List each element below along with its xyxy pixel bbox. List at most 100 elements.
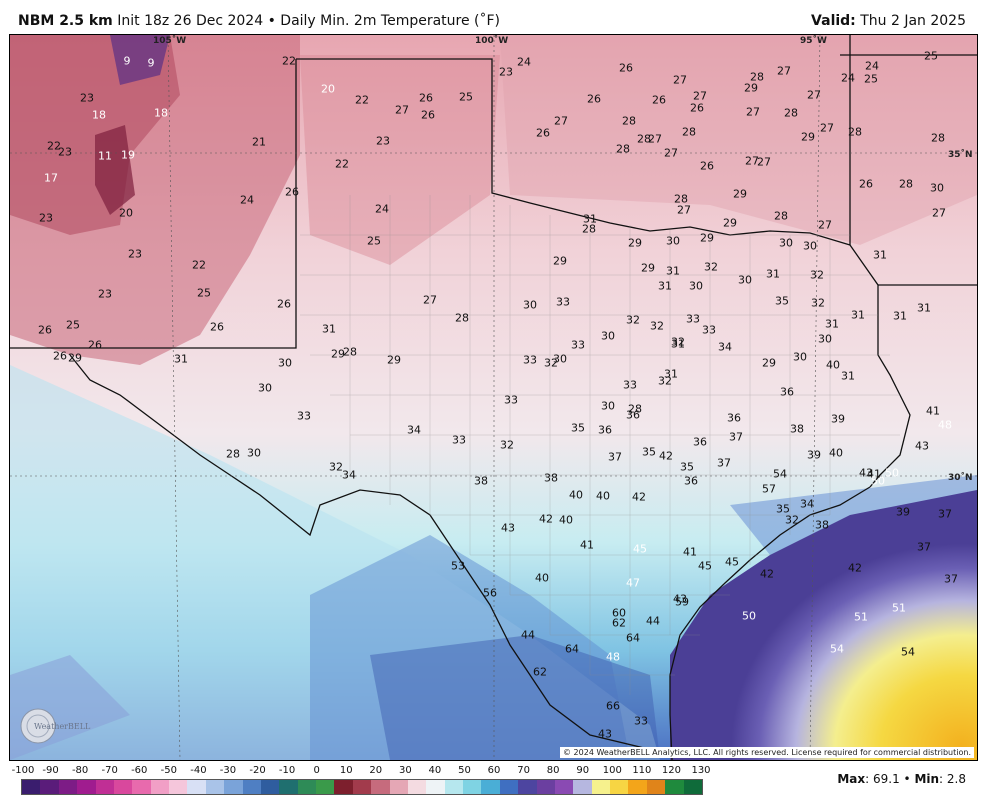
temperature-value: 33 [504,393,518,407]
temperature-value: 9 [147,56,155,70]
temperature-value: 35 [776,502,790,516]
temperature-value: 29 [723,216,737,230]
temperature-value: 34 [718,340,732,354]
temperature-value: 28 [674,192,688,206]
temperature-value: 30 [247,446,261,460]
temperature-value: 28 [848,125,862,139]
colorbar-swatch [132,780,151,794]
colorbar-tick-label: -90 [42,765,59,776]
temperature-value: 29 [733,187,747,201]
temperature-value: 44 [646,614,660,628]
temperature-value: 32 [658,374,672,388]
temperature-value: 64 [565,642,579,656]
colorbar-swatch [573,780,592,794]
temperature-value: 28 [628,402,642,416]
map-stats: Max: 69.1 • Min: 2.8 [837,772,966,786]
temperature-value: 27 [673,73,687,87]
temperature-value: 40 [826,358,840,372]
colorbar-tick-label: 90 [576,765,590,776]
temperature-value: 45 [725,555,739,569]
temperature-value: 35 [642,445,656,459]
temperature-value: 41 [867,467,881,481]
temperature-value: 27 [807,88,821,102]
temperature-value: 34 [800,497,814,511]
temperature-value: 31 [917,301,931,315]
colorbar-swatch [518,780,537,794]
temperature-value: 30 [278,356,292,370]
temperature-value: 30 [803,239,817,253]
temperature-value: 28 [931,131,945,145]
temperature-value: 32 [500,438,514,452]
temperature-value: 36 [626,408,640,422]
temperature-value: 38 [544,471,558,485]
temperature-value: 38 [815,518,829,532]
colorbar-swatch [77,780,96,794]
temperature-value: 34 [407,423,421,437]
temperature-value: 45 [698,559,712,573]
colorbar-tick-label: -40 [190,765,207,776]
temperature-value: 26 [285,185,299,199]
colorbar-tick-label: 50 [458,765,471,776]
colorbar-swatch [426,780,445,794]
temperature-value: 18 [154,106,168,120]
colorbar-swatch [113,780,133,794]
colorbar-tick-label: 20 [369,765,383,776]
valid-label: Valid: [811,13,856,29]
temperature-value: 33 [452,433,466,447]
temperature-value: 28 [616,142,630,156]
colorbar-tick-label: 80 [546,765,560,776]
temperature-value: 36 [727,411,741,425]
temperature-value: 43 [673,592,687,606]
valid-date: Thu 2 Jan 2025 [860,13,966,29]
colorbar-swatch [334,780,353,794]
temperature-value: 39 [807,448,821,462]
temperature-value: 36 [693,435,707,449]
temperature-value: 20 [321,82,335,96]
copyright-notice: © 2024 WeatherBELL Analytics, LLC. All r… [560,747,974,758]
temperature-value: 39 [896,505,910,519]
temperature-value: 25 [459,90,473,104]
colorbar: -100 -90 -80 -70 -60 -50 -40 -30 -20 -10 0 10 20 30 40… [9,764,711,804]
colorbar-swatch [260,780,280,794]
temperature-value: 43 [915,439,929,453]
temperature-value: 27 [423,293,437,307]
temperature-value: 23 [499,65,513,79]
colorbar-swatch [297,780,316,794]
colorbar-swatch [536,780,555,794]
min-label: Min [914,772,940,786]
temperature-value: 31 [893,309,907,323]
colorbar-swatch [150,780,169,794]
temperature-map[interactable]: 105˚W 100˚W 95˚W 35˚N 30˚N 9 9 23 18 18 22 23 1… [9,34,978,761]
temperature-value: 27 [818,218,832,232]
colorbar-swatch [665,780,684,794]
temperature-value: 35 [680,460,694,474]
temperature-value: 42 [632,490,646,504]
lon-label-105w: 105˚W [153,36,187,46]
temperature-value: 31 [666,264,680,278]
colorbar-swatch [224,780,243,794]
temperature-value: 23 [98,287,112,301]
temperature-value: 27 [757,155,771,169]
colorbar-tick-label: -30 [219,765,237,776]
temperature-value: 26 [690,101,704,115]
temperature-value: 31 [825,317,839,331]
temperature-value: 31 [174,352,188,366]
temperature-value: 21 [252,135,266,149]
temperature-value: 31 [841,369,855,383]
colorbar-swatch [499,780,519,794]
colorbar-swatch [352,780,372,794]
colorbar-tick-label: 40 [428,765,442,776]
temperature-value: 37 [717,456,731,470]
temperature-value: 26 [700,159,714,173]
colorbar-swatch [591,780,610,794]
lat-label-30n: 30˚N [948,473,973,483]
colorbar-swatch [187,780,206,794]
temperature-value: 60 [612,606,626,620]
colorbar-swatch [646,780,666,794]
temperature-value: 27 [693,89,707,103]
temperature-value: 28 [899,177,913,191]
temperature-value: 25 [66,318,80,332]
temperature-value: 45 [633,542,647,556]
temperature-value: 33 [623,378,637,392]
temperature-value: 59 [675,595,689,609]
